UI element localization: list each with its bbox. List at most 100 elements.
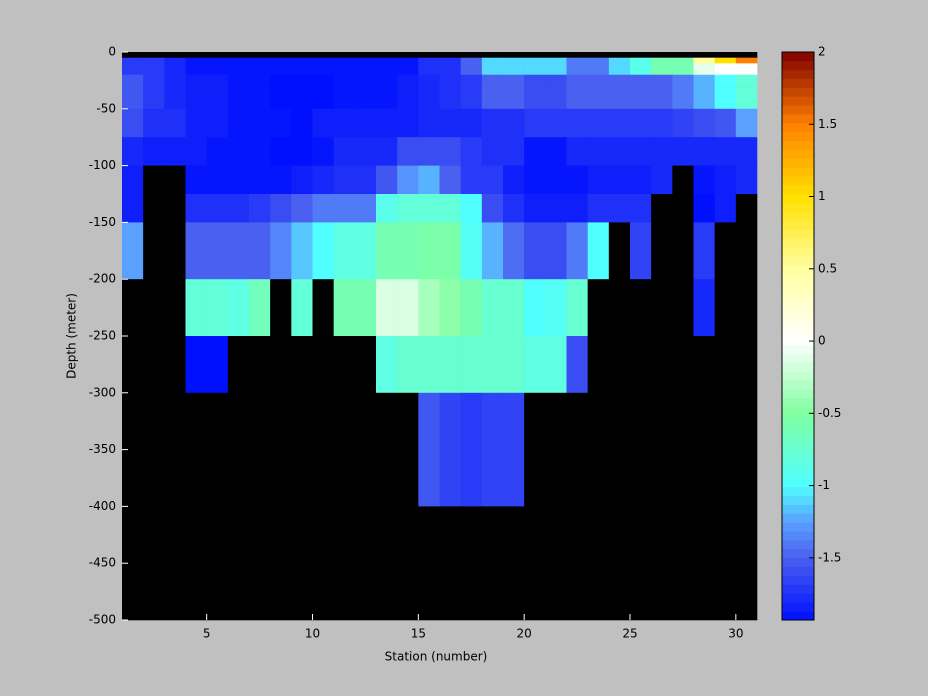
heat-cell (693, 392, 715, 507)
colorbar-tick-label: 1 (818, 189, 826, 203)
heat-cell (185, 57, 207, 64)
heat-cell (418, 137, 440, 166)
heat-cell (566, 222, 588, 280)
colorbar-tick-label: 1.5 (818, 117, 837, 131)
heat-cell (291, 137, 313, 166)
heat-cell (354, 279, 377, 337)
heat-cell (206, 194, 229, 223)
heat-cell (333, 137, 356, 166)
heat-cell (122, 222, 144, 280)
heat-cell (460, 194, 483, 223)
colorbar-swatch (782, 495, 814, 505)
heat-cell (651, 279, 673, 337)
heat-cell (524, 108, 546, 138)
heat-cell (735, 506, 758, 621)
heat-cell (566, 506, 588, 621)
heat-cell (672, 57, 694, 64)
heat-cell (630, 392, 652, 507)
heat-cell (397, 336, 419, 394)
heat-cell (164, 222, 186, 280)
heat-cell (651, 392, 673, 507)
heat-cell (249, 194, 271, 223)
heat-cell (587, 279, 610, 337)
heat-cell (587, 52, 610, 58)
colorbar-swatch (782, 371, 814, 381)
heat-cell (354, 63, 377, 76)
heat-cell (672, 506, 694, 621)
heat-cell (439, 279, 461, 337)
heat-cell (439, 108, 461, 138)
heat-cell (566, 57, 588, 64)
heat-cell (566, 336, 588, 394)
heat-cell (397, 63, 419, 76)
heat-cell (143, 86, 165, 110)
heat-cell (439, 137, 461, 166)
heat-cell (503, 506, 525, 621)
heat-cell (714, 336, 737, 394)
colorbar-swatch (782, 158, 814, 168)
heat-cell (651, 52, 673, 58)
heat-cell (354, 336, 377, 394)
colorbar-swatch (782, 442, 814, 452)
colorbar-swatch (782, 327, 814, 337)
heat-cell (122, 63, 144, 76)
heat-cell (227, 74, 250, 87)
heat-cell (227, 336, 250, 394)
heat-cell (249, 279, 271, 337)
heat-cell (735, 336, 758, 394)
heat-cell (545, 108, 567, 138)
heat-cell (460, 137, 483, 166)
colorbar-swatch (782, 460, 814, 470)
heat-cell (566, 86, 588, 110)
heat-cell (460, 506, 483, 621)
heat-cell (291, 336, 313, 394)
heat-cell (545, 165, 567, 195)
heat-cell (439, 222, 461, 280)
heat-cell (630, 74, 652, 87)
heat-cell (439, 86, 461, 110)
colorbar-tick-label: 2 (818, 45, 826, 59)
heat-cell (376, 279, 398, 337)
heat-cell (735, 279, 758, 337)
heat-cell (608, 57, 631, 64)
y-tick-label: -150 (89, 215, 116, 229)
heat-cell (164, 392, 186, 507)
heat-cell (714, 165, 737, 195)
heat-cell (481, 137, 504, 166)
colorbar-swatch (782, 415, 814, 426)
colorbar-swatch (782, 362, 814, 372)
heat-cell (524, 165, 546, 195)
heat-cell (735, 392, 758, 507)
heat-cell (524, 74, 546, 87)
heat-cell (735, 137, 758, 166)
colorbar-swatch (782, 60, 814, 71)
heat-cell (227, 506, 250, 621)
y-tick-label: -450 (89, 556, 116, 570)
colorbar-frame (781, 51, 815, 621)
heat-cell (630, 52, 652, 58)
colorbar-swatch (782, 433, 814, 443)
heat-cell (249, 222, 271, 280)
heat-cell (714, 63, 737, 76)
heat-cell (354, 165, 377, 195)
heat-cell (354, 137, 377, 166)
heat-cell (312, 392, 334, 507)
colorbar-swatch (782, 513, 814, 523)
heat-cell (418, 86, 440, 110)
colorbar-swatch (782, 194, 814, 204)
heat-cell (651, 63, 673, 76)
heat-cell (333, 336, 356, 394)
heat-cell (164, 63, 186, 76)
heat-cell (227, 194, 250, 223)
heat-cell (249, 86, 271, 110)
heat-cell (460, 222, 483, 280)
colorbar-swatch (782, 123, 814, 133)
heat-cell (397, 86, 419, 110)
heat-cell (735, 108, 758, 138)
heat-cell (376, 336, 398, 394)
heat-cell (693, 108, 715, 138)
heat-cell (227, 86, 250, 110)
heat-cell (714, 506, 737, 621)
heat-cell (333, 52, 356, 58)
heat-cell (143, 52, 165, 58)
